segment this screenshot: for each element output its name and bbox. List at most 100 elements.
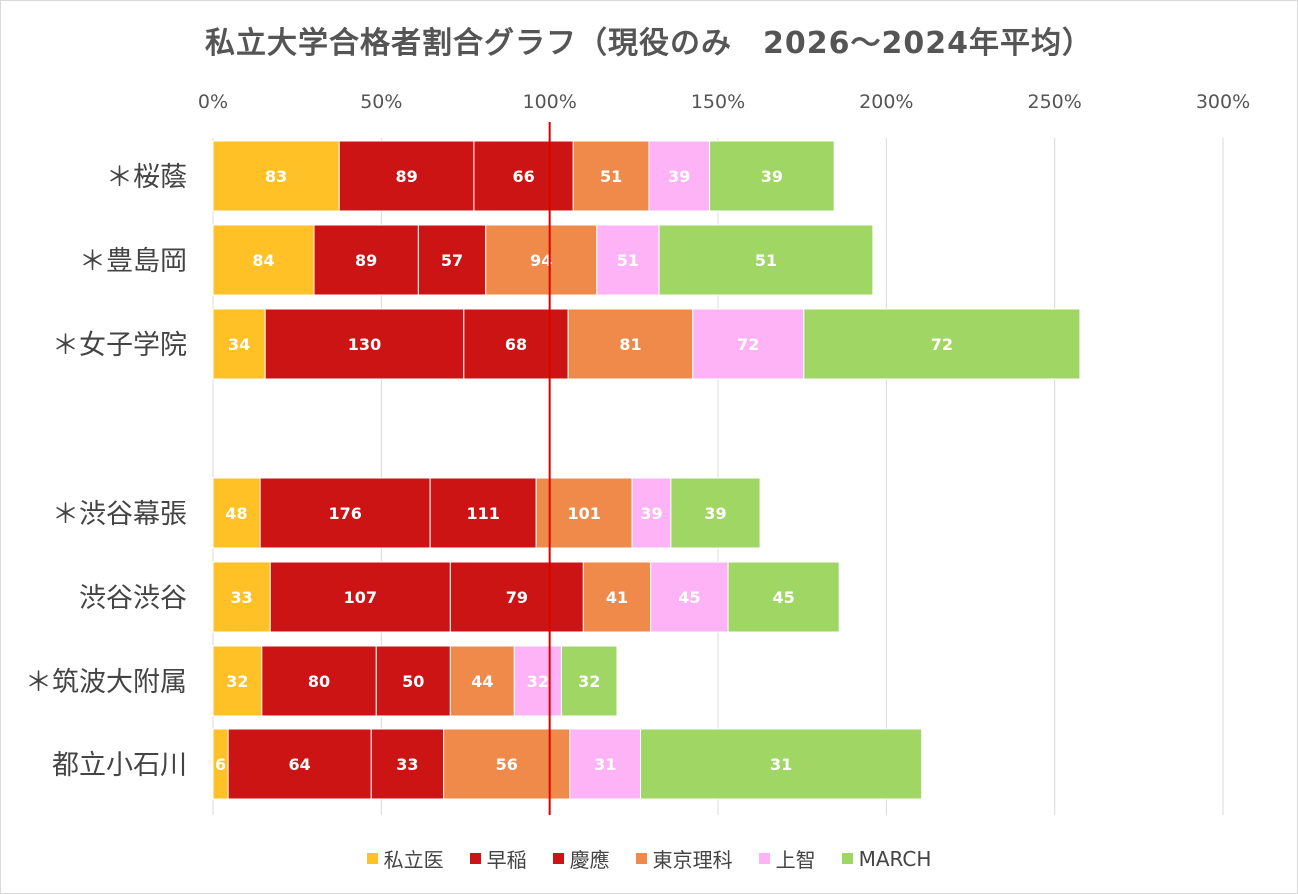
category-label: ＊渋谷幕張 bbox=[52, 499, 187, 530]
category-label: ＊豊島岡 bbox=[79, 246, 187, 277]
x-tick-label: 200% bbox=[859, 91, 913, 113]
x-tick-labels: 0% 50% 100% 150% 200% 250% 300% bbox=[198, 91, 1250, 113]
x-tick-label: 300% bbox=[1196, 91, 1250, 113]
data-label: 39 bbox=[668, 167, 690, 186]
x-tick-label: 100% bbox=[523, 91, 577, 113]
legend: 私立医 早稲 慶應 東京理科 上智 MARCH bbox=[0, 844, 1298, 873]
bar-segment bbox=[227, 728, 372, 800]
bar-segment bbox=[582, 561, 652, 633]
data-label: 83 bbox=[265, 167, 287, 186]
bar-segment bbox=[631, 477, 672, 549]
data-label: 45 bbox=[773, 588, 795, 607]
bar-segment bbox=[596, 224, 660, 296]
data-label: 111 bbox=[466, 504, 499, 523]
data-label: 107 bbox=[344, 588, 377, 607]
bar-segment bbox=[212, 308, 266, 380]
bar-segment bbox=[569, 728, 642, 800]
bar-segment bbox=[567, 308, 694, 380]
data-label: 72 bbox=[931, 335, 953, 354]
bar-segment bbox=[449, 645, 515, 717]
x-tick-label: 50% bbox=[360, 91, 402, 113]
bar-segment bbox=[375, 645, 451, 717]
bar-segments: 83 89 66 51 39 39 84 89 57 94 51 51 34 130 68 81 72 72 48 1… bbox=[212, 140, 1081, 800]
data-label: 51 bbox=[600, 167, 622, 186]
data-label: 39 bbox=[704, 504, 726, 523]
legend-item: 東京理科 bbox=[635, 844, 733, 873]
data-label: 34 bbox=[228, 335, 250, 354]
bar-segment bbox=[259, 477, 431, 549]
x-tick-label: 250% bbox=[1028, 91, 1082, 113]
data-label: 84 bbox=[252, 251, 274, 270]
data-label: 32 bbox=[226, 672, 248, 691]
data-label: 80 bbox=[308, 672, 330, 691]
data-label: 72 bbox=[737, 335, 759, 354]
bar-segment bbox=[473, 140, 574, 212]
legend-swatch bbox=[469, 853, 481, 864]
data-label: 44 bbox=[471, 672, 493, 691]
legend-swatch bbox=[552, 853, 564, 864]
bar-segment bbox=[313, 224, 419, 296]
data-label: 50 bbox=[402, 672, 424, 691]
bar-segment bbox=[709, 140, 835, 212]
data-label: 94 bbox=[530, 251, 552, 270]
data-label: 41 bbox=[606, 588, 628, 607]
legend-item: 慶應 bbox=[552, 844, 610, 873]
bar-segment bbox=[429, 477, 537, 549]
data-label: 81 bbox=[619, 335, 641, 354]
legend-item: MARCH bbox=[841, 844, 932, 873]
bar-segment bbox=[560, 645, 618, 717]
data-label: 51 bbox=[755, 251, 777, 270]
legend-label: MARCH bbox=[858, 846, 932, 871]
bar-segment bbox=[485, 224, 598, 296]
data-label: 32 bbox=[527, 672, 549, 691]
bar-segment bbox=[338, 140, 475, 212]
bar-segment bbox=[658, 224, 874, 296]
bar-segment bbox=[513, 645, 562, 717]
data-label: 32 bbox=[578, 672, 600, 691]
data-label: 31 bbox=[594, 755, 616, 774]
bar-segment bbox=[449, 561, 584, 633]
data-label: 89 bbox=[355, 251, 377, 270]
data-label: 56 bbox=[496, 755, 518, 774]
bar-segment bbox=[212, 477, 261, 549]
category-label: ＊筑波大附属 bbox=[25, 667, 187, 698]
bar-segment bbox=[803, 308, 1081, 380]
bar-segment bbox=[535, 477, 633, 549]
category-label: 都立小石川 bbox=[52, 750, 187, 781]
legend-label: 慶應 bbox=[569, 848, 610, 872]
category-label: ＊女子学院 bbox=[52, 330, 187, 361]
bar-segment bbox=[670, 477, 761, 549]
bar-segment bbox=[640, 728, 923, 800]
legend-swatch bbox=[841, 853, 853, 864]
data-label: 39 bbox=[761, 167, 783, 186]
data-label: 130 bbox=[348, 335, 381, 354]
legend-item: 私立医 bbox=[366, 844, 444, 873]
bar-segment bbox=[261, 645, 377, 717]
bar-segment bbox=[269, 561, 451, 633]
data-label: 89 bbox=[395, 167, 417, 186]
legend-label: 東京理科 bbox=[652, 848, 733, 872]
data-label: 33 bbox=[230, 588, 252, 607]
bar-segment bbox=[727, 561, 840, 633]
bar-segment bbox=[212, 140, 340, 212]
legend-label: 早稲 bbox=[486, 848, 527, 872]
category-label: ＊桜蔭 bbox=[106, 162, 187, 193]
category-label: 渋谷渋谷 bbox=[79, 583, 187, 614]
data-label: 66 bbox=[512, 167, 534, 186]
bar-segment bbox=[572, 140, 650, 212]
bar-segment bbox=[212, 224, 315, 296]
data-label: 68 bbox=[505, 335, 527, 354]
chart-title: 私立大学合格者割合グラフ（現役のみ 2026〜2024年平均） bbox=[205, 26, 1093, 61]
data-label: 57 bbox=[441, 251, 463, 270]
x-tick-label: 0% bbox=[198, 91, 228, 113]
data-label: 79 bbox=[506, 588, 528, 607]
legend-item: 上智 bbox=[758, 844, 816, 873]
legend-swatch bbox=[758, 853, 770, 864]
data-label: 45 bbox=[678, 588, 700, 607]
data-label: 176 bbox=[328, 504, 361, 523]
bar-segment bbox=[417, 224, 487, 296]
bar-segment bbox=[692, 308, 805, 380]
bar-segment bbox=[264, 308, 465, 380]
bar-segment bbox=[370, 728, 445, 800]
